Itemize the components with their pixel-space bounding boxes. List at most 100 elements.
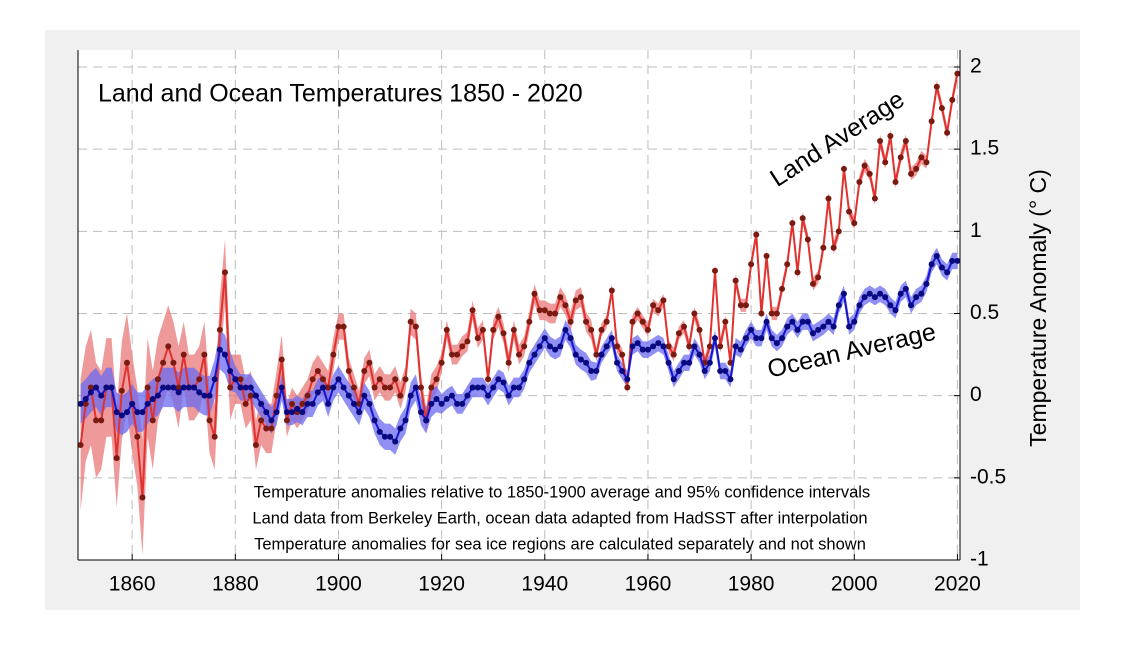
data-point [650,302,657,309]
note: Temperature anomalies for sea ice region… [254,535,866,553]
data-point [350,384,357,391]
data-point [283,417,290,424]
data-point [541,335,548,342]
data-point [572,297,579,304]
y-tick-label: -0.5 [970,465,1006,488]
data-point [706,343,713,350]
data-point [175,389,182,396]
data-point [82,395,89,402]
data-point [619,351,626,358]
data-point [546,343,553,350]
data-point [758,335,765,342]
data-point [815,326,822,333]
data-point [784,323,791,330]
data-point [536,343,543,350]
data-point [887,133,894,140]
data-point [98,417,105,424]
data-point [810,330,816,337]
data-point [614,343,620,350]
data-point [490,326,497,333]
data-point [320,384,326,391]
data-point [913,294,920,301]
data-point [614,359,620,366]
data-point [412,323,419,330]
data-point [93,384,100,391]
data-point [820,323,827,330]
data-point [505,359,512,366]
data-point [366,359,373,366]
data-point [340,323,347,330]
data-point [464,338,471,345]
data-point [856,302,863,309]
data-point [737,302,744,309]
data-point [660,297,667,304]
data-point [552,310,559,317]
data-point [815,274,822,281]
data-point [423,417,430,424]
data-point [608,287,615,294]
data-point [644,346,651,353]
data-point [552,346,559,353]
data-point [639,346,646,353]
note: Land data from Berkeley Earth, ocean dat… [252,509,867,527]
x-tick-label: 1920 [418,573,465,596]
data-point [258,400,265,407]
data-point [320,376,326,383]
data-point [222,351,228,358]
x-tick-label: 1880 [212,573,259,596]
data-point [861,162,868,169]
data-point [309,376,316,383]
data-point [732,343,739,350]
data-point [443,395,450,402]
data-point [314,368,321,375]
data-point [851,220,858,227]
data-point [531,290,538,297]
x-tick-label: 1860 [109,573,156,596]
data-point [923,280,930,287]
data-point [866,290,873,297]
data-point [603,318,610,325]
data-point [882,294,889,301]
data-point [350,400,357,407]
data-point [459,343,466,350]
data-point [278,356,285,363]
data-point [180,384,187,391]
data-point [804,318,811,325]
data-point [650,343,657,350]
data-point [557,294,564,301]
data-point [371,384,378,391]
data-point [273,409,280,416]
data-point [918,154,925,161]
data-point [144,400,151,407]
data-point [913,165,920,172]
data-point [835,228,842,235]
data-point [402,376,409,383]
data-point [908,170,914,177]
data-point [98,392,105,399]
data-point [846,323,853,330]
data-point [299,409,306,416]
data-point [897,154,904,161]
data-point [454,351,461,358]
data-point [655,307,662,314]
data-point [670,376,677,383]
data-point [345,368,352,375]
data-point [665,359,672,366]
data-point [949,257,956,264]
data-point [675,368,682,375]
data-point [877,290,884,297]
data-point [593,351,600,358]
data-point [438,359,445,366]
data-point [758,310,765,317]
data-point [624,384,631,391]
data-point [82,400,89,407]
data-point [490,384,497,391]
data-point [670,351,677,358]
data-point [191,384,198,391]
data-point [448,392,455,399]
data-point [113,409,120,416]
data-point [577,356,584,363]
data-point [149,395,156,402]
data-point [196,376,203,383]
